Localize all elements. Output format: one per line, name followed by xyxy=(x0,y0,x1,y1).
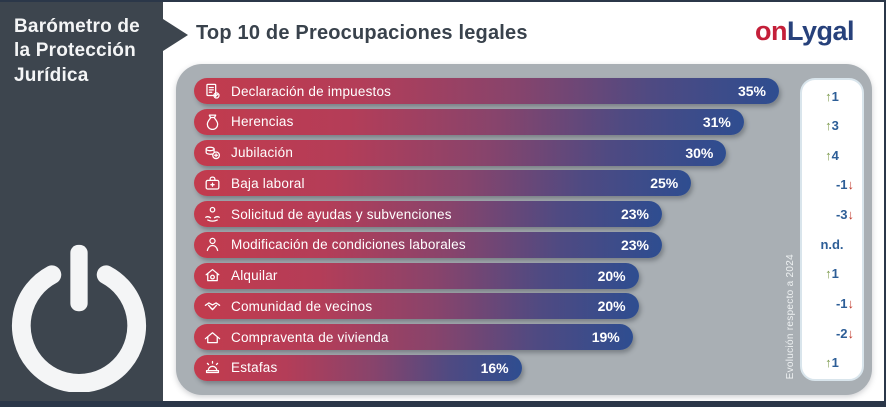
bar-label: Estafas xyxy=(231,360,278,376)
bar-row: Estafas 16% xyxy=(194,354,779,381)
change-indicator: -1 ↓ xyxy=(809,291,855,317)
bar-label: Baja laboral xyxy=(231,175,305,191)
change-value: -1 xyxy=(835,177,848,193)
bar-row: Compraventa de vivienda 19% xyxy=(194,324,779,351)
bar-2: Herencias 31% xyxy=(194,108,744,135)
change-indicator: -3 ↓ xyxy=(809,202,855,228)
bar-7: Alquilar 20% xyxy=(194,262,639,289)
bar-6: Modificación de condiciones laborales 23% xyxy=(194,231,662,258)
change-value: -2 xyxy=(835,325,848,341)
bar-value: 16% xyxy=(480,359,509,376)
bar-4: Baja laboral 25% xyxy=(194,170,692,197)
page-title: Top 10 de Preocupaciones legales xyxy=(196,22,528,44)
arrow-down-icon: ↓ xyxy=(847,296,855,312)
arrow-up-icon: ↑ xyxy=(825,118,832,134)
change-indicator: ↑ 1 xyxy=(809,261,855,287)
change-value: 3 xyxy=(831,118,839,134)
change-value: 1 xyxy=(831,266,839,282)
change-indicator: ↑ 1 xyxy=(809,350,855,376)
subsidies-icon xyxy=(203,205,222,224)
bar-label: Comunidad de vecinos xyxy=(231,298,373,314)
bar-10: Estafas 16% xyxy=(194,354,522,381)
community-icon xyxy=(203,297,222,316)
change-indicator: n.d. xyxy=(809,231,855,257)
bar-row: Jubilación 30% xyxy=(194,139,779,166)
bar-value: 23% xyxy=(620,236,649,253)
bar-label: Solicitud de ayudas y subvenciones xyxy=(231,206,452,222)
arrow-down-icon: ↓ xyxy=(847,207,855,223)
change-indicator: ↑ 1 xyxy=(809,83,855,109)
bar-label: Jubilación xyxy=(231,145,294,161)
home-purchase-icon xyxy=(203,328,222,347)
arrow-down-icon: ↓ xyxy=(847,177,855,193)
arrow-up-icon: ↑ xyxy=(825,147,832,163)
change-indicators-panel: ↑ 1 ↑ 3 ↑ 4 -1 ↓ -3 ↓ n.d. ↑ 1 -1 ↓ -2 ↓ ↑ 1 xyxy=(800,78,864,381)
sick-leave-icon xyxy=(203,174,222,193)
bar-label: Alquilar xyxy=(231,268,278,284)
bar-row: Modificación de condiciones laborales 23% xyxy=(194,231,779,258)
change-value: 1 xyxy=(831,355,839,371)
bar-value: 20% xyxy=(597,267,626,284)
bar-row: Baja laboral 25% xyxy=(194,170,779,197)
arrow-up-icon: ↑ xyxy=(825,266,832,282)
bar-label: Declaración de impuestos xyxy=(231,83,392,99)
tax-document-icon xyxy=(203,82,222,101)
bar-value: 30% xyxy=(685,144,714,161)
change-value: n.d. xyxy=(820,236,844,252)
arrow-up-icon: ↑ xyxy=(825,355,832,371)
bar-value: 23% xyxy=(620,206,649,223)
bar-row: Solicitud de ayudas y subvenciones 23% xyxy=(194,201,779,228)
bar-1: Declaración de impuestos 35% xyxy=(194,78,779,104)
bar-row: Alquilar 20% xyxy=(194,262,779,289)
change-indicator: ↑ 4 xyxy=(809,142,855,168)
arrow-up-icon: ↑ xyxy=(825,88,832,104)
bar-row: Herencias 31% xyxy=(194,108,779,135)
bar-5: Solicitud de ayudas y subvenciones 23% xyxy=(194,201,662,228)
change-value: -3 xyxy=(835,207,848,223)
bar-value: 25% xyxy=(650,175,679,192)
bar-value: 31% xyxy=(702,113,731,130)
labor-conditions-icon xyxy=(203,235,222,254)
bar-value: 19% xyxy=(591,329,620,346)
bar-value: 35% xyxy=(737,83,766,99)
brand-logo-part1: on xyxy=(754,16,788,46)
sidebar-arrow-pointer xyxy=(163,19,188,51)
change-value: 1 xyxy=(831,88,839,104)
bar-row: Declaración de impuestos 35% xyxy=(194,78,779,104)
brand-logo-part2: Lygal xyxy=(786,16,855,46)
retirement-icon xyxy=(203,143,222,162)
sidebar-title: Barómetro de la Protección Jurídica xyxy=(14,16,140,86)
inheritance-icon xyxy=(203,112,222,131)
scams-icon xyxy=(203,358,222,377)
change-indicator: -1 ↓ xyxy=(809,172,855,198)
bar-label: Modificación de condiciones laborales xyxy=(231,237,466,253)
comparison-note: Evolución respecto a 2024 xyxy=(785,253,796,379)
bar-label: Compraventa de vivienda xyxy=(231,329,389,345)
change-indicator: -2 ↓ xyxy=(809,320,855,346)
change-value: 4 xyxy=(831,147,839,163)
bar-value: 20% xyxy=(597,298,626,315)
change-value: -1 xyxy=(835,296,848,312)
rent-icon xyxy=(203,266,222,285)
bar-label: Herencias xyxy=(231,114,294,130)
bars-column: Declaración de impuestos 35% Herencias 31% J… xyxy=(194,78,779,381)
arrow-down-icon: ↓ xyxy=(847,325,855,341)
sidebar: Barómetro de la Protección Jurídica xyxy=(0,2,163,401)
bar-8: Comunidad de vecinos 20% xyxy=(194,293,639,320)
power-icon xyxy=(6,242,152,397)
brand-logo: onLygal xyxy=(754,16,855,47)
change-indicator: ↑ 3 xyxy=(809,113,855,139)
bar-row: Comunidad de vecinos 20% xyxy=(194,293,779,320)
bar-3: Jubilación 30% xyxy=(194,139,727,166)
chart-panel: Declaración de impuestos 35% Herencias 31% J… xyxy=(176,64,872,395)
bar-9: Compraventa de vivienda 19% xyxy=(194,324,633,351)
